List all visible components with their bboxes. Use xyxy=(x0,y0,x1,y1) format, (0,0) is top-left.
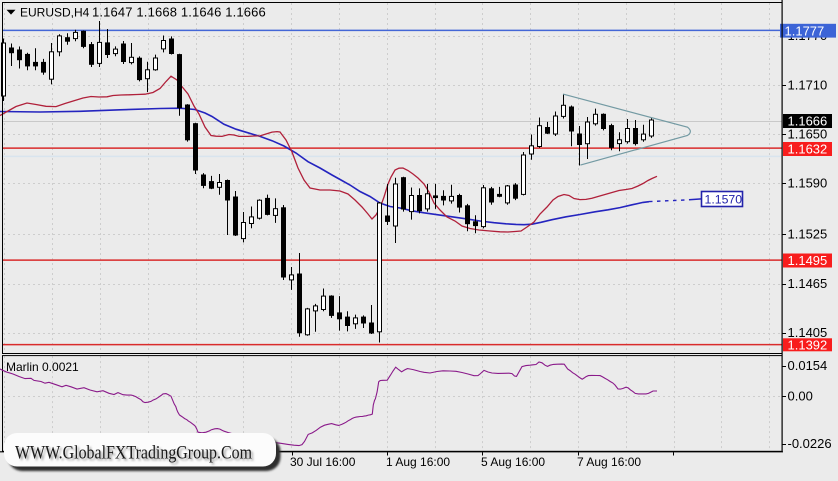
svg-text:EURUSD,H4: EURUSD,H4 xyxy=(20,5,90,19)
svg-text:1.1465: 1.1465 xyxy=(788,276,828,291)
svg-text:WWW.GlobalFXTradingGroup.Com: WWW.GlobalFXTradingGroup.Com xyxy=(17,445,254,466)
svg-text:7 Aug 16:00: 7 Aug 16:00 xyxy=(577,455,641,469)
svg-text:30 Jul 16:00: 30 Jul 16:00 xyxy=(290,455,356,469)
svg-text:WWW.GlobalFXTradingGroup.Com: WWW.GlobalFXTradingGroup.Com xyxy=(15,443,252,464)
svg-text:1.1632: 1.1632 xyxy=(788,142,828,157)
svg-text:0.0154: 0.0154 xyxy=(788,358,828,373)
svg-text:Marlin 0.0021: Marlin 0.0021 xyxy=(6,360,79,374)
svg-text:0.00: 0.00 xyxy=(788,389,813,404)
svg-text:1.1590: 1.1590 xyxy=(788,176,828,191)
svg-text:-0.0226: -0.0226 xyxy=(788,436,832,451)
svg-text:1.1525: 1.1525 xyxy=(788,226,828,241)
svg-text:1 Aug 16:00: 1 Aug 16:00 xyxy=(386,455,450,469)
svg-text:1.1495: 1.1495 xyxy=(788,253,828,268)
svg-text:1.1570: 1.1570 xyxy=(705,193,743,207)
svg-text:1.1666: 1.1666 xyxy=(788,114,828,129)
svg-text:1.1647 1.1668 1.1646 1.1666: 1.1647 1.1668 1.1646 1.1666 xyxy=(92,4,266,19)
svg-text:1.1405: 1.1405 xyxy=(788,325,828,340)
svg-text:1.1650: 1.1650 xyxy=(788,126,828,141)
svg-text:5 Aug 16:00: 5 Aug 16:00 xyxy=(481,455,545,469)
svg-text:1.1710: 1.1710 xyxy=(788,77,828,92)
svg-text:1.1777: 1.1777 xyxy=(785,23,825,38)
svg-text:1.1392: 1.1392 xyxy=(788,337,828,352)
